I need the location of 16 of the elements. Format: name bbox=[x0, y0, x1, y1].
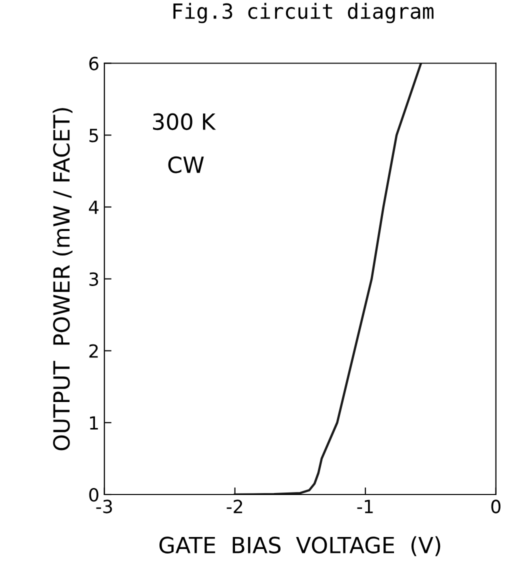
y-axis-title: OUTPUT POWER (mW / FACET) bbox=[52, 108, 72, 450]
caption: Fig.3 circuit diagram bbox=[173, 2, 434, 24]
y-tick-label: 3 bbox=[89, 272, 98, 286]
x-axis-title: GATE BIAS VOLTAGE (V) bbox=[159, 536, 440, 556]
y-tick-label: 6 bbox=[89, 56, 98, 70]
y-tick-label: 0 bbox=[89, 488, 98, 502]
x-tick-label: -1 bbox=[357, 500, 373, 514]
y-tick-label: 5 bbox=[89, 128, 98, 142]
y-tick-label: 4 bbox=[88, 200, 99, 214]
y-tick-label: 1 bbox=[90, 416, 98, 430]
x-tick-label: -3 bbox=[96, 500, 112, 514]
y-tick-label: 2 bbox=[89, 344, 98, 358]
x-tick-label: 0 bbox=[491, 500, 500, 514]
annotation: CW bbox=[168, 156, 204, 174]
annotation: 300 K bbox=[153, 113, 216, 130]
x-tick-label: -2 bbox=[226, 500, 242, 514]
